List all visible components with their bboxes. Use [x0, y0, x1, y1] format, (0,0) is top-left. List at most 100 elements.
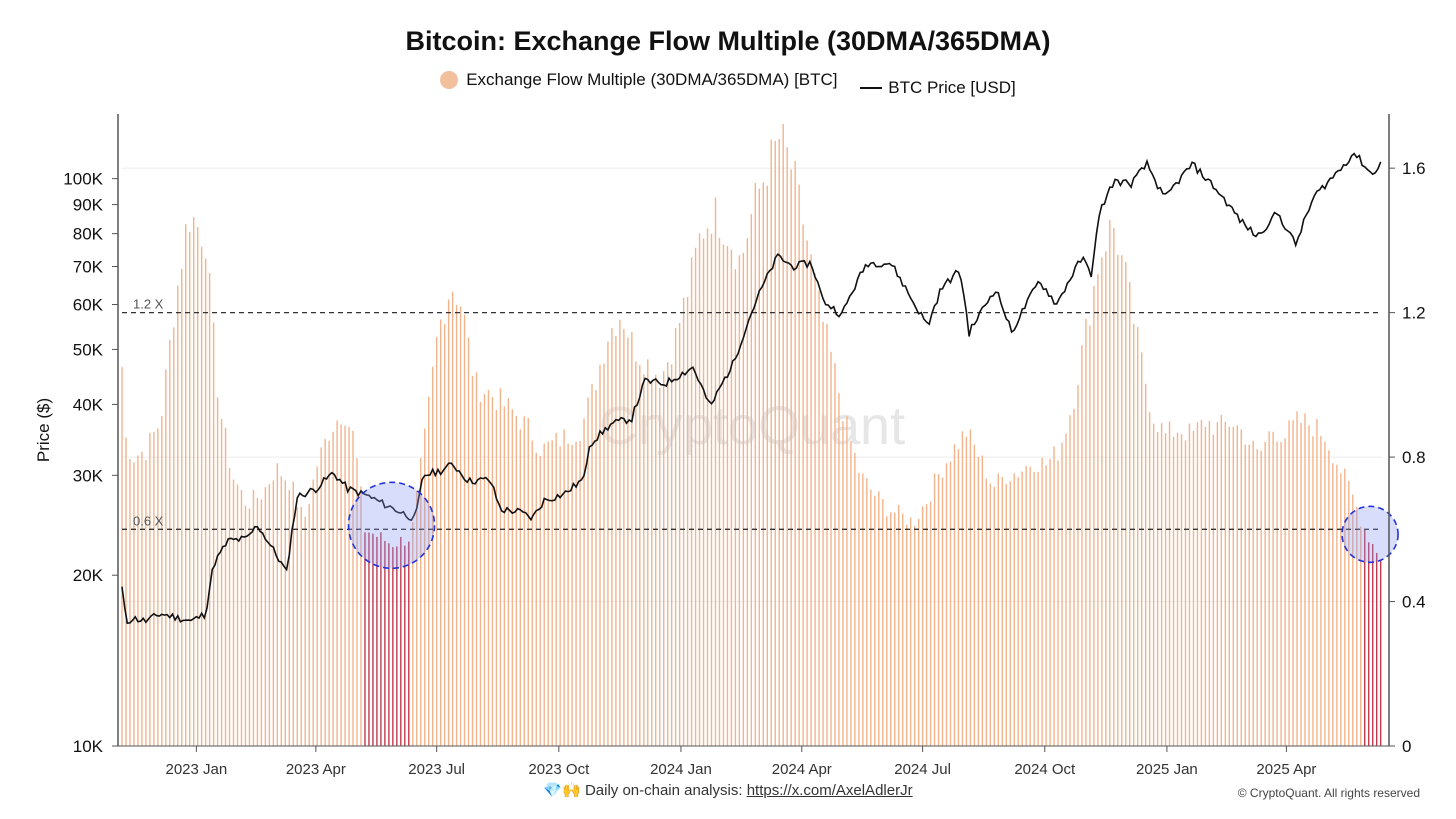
- bar: [264, 487, 267, 746]
- legend-item-btc-price[interactable]: BTC Price [USD]: [860, 78, 1016, 98]
- bar: [555, 432, 557, 746]
- bar: [1296, 411, 1298, 746]
- bar: [1268, 431, 1270, 746]
- bar: [189, 231, 191, 747]
- bar: [288, 489, 290, 746]
- bar: [1164, 433, 1167, 746]
- bar: [1300, 422, 1302, 746]
- right-axis-tick-label: 1.6: [1402, 159, 1426, 178]
- bar: [1220, 414, 1223, 746]
- legend-item-flow-multiple[interactable]: Exchange Flow Multiple (30DMA/365DMA) [B…: [440, 70, 838, 90]
- bar: [1260, 450, 1262, 746]
- bar: [1292, 420, 1294, 746]
- bar: [1276, 441, 1278, 746]
- left-axis-tick-label: 90K: [73, 196, 104, 215]
- bar: [296, 507, 298, 746]
- bar: [810, 254, 812, 746]
- bar: [583, 418, 585, 746]
- bar: [1240, 429, 1242, 746]
- bar: [308, 504, 310, 746]
- bar: [1200, 419, 1203, 746]
- highlight-circle: [347, 481, 436, 570]
- bar: [1180, 434, 1183, 746]
- x-axis-tick-label: 2025 Jan: [1136, 761, 1198, 778]
- bar: [416, 490, 418, 746]
- bar: [1065, 433, 1067, 746]
- bar: [1252, 440, 1254, 746]
- x-axis-tick-label: 2023 Jan: [165, 761, 227, 778]
- bar: [985, 478, 988, 746]
- bar: [694, 247, 697, 746]
- bar: [1140, 352, 1143, 746]
- bar: [280, 476, 283, 746]
- bar: [750, 214, 753, 746]
- bar: [236, 484, 239, 746]
- bar: [495, 409, 498, 746]
- bar: [200, 246, 203, 746]
- bar: [1248, 444, 1250, 746]
- bar: [746, 238, 749, 746]
- bar: [766, 185, 768, 746]
- bar: [153, 431, 155, 746]
- bar: [1308, 425, 1310, 746]
- bar: [886, 516, 888, 746]
- bar: [212, 322, 215, 746]
- bar: [1017, 477, 1019, 746]
- bar: [487, 389, 490, 746]
- bar: [1375, 552, 1378, 746]
- bar: [1045, 465, 1047, 746]
- bar: [344, 425, 346, 746]
- bar: [1288, 420, 1290, 746]
- bar: [177, 285, 179, 746]
- bar: [1033, 471, 1035, 746]
- bar: [619, 319, 621, 746]
- bar: [834, 363, 836, 746]
- right-axis-tick-label: 0.8: [1402, 448, 1426, 467]
- bar: [471, 376, 474, 746]
- bar: [475, 372, 478, 746]
- bar: [575, 441, 577, 746]
- bar: [929, 501, 932, 746]
- bar: [1236, 425, 1238, 746]
- bar: [1021, 471, 1023, 746]
- bar: [228, 467, 231, 746]
- left-axis-tick-label: 60K: [73, 296, 104, 315]
- footer-link-url[interactable]: https://x.com/AxelAdlerJr: [746, 782, 913, 799]
- left-axis-tick-label: 30K: [73, 466, 104, 485]
- bar: [1328, 450, 1330, 746]
- bar: [957, 449, 960, 746]
- bar: [690, 257, 693, 746]
- bar: [782, 124, 784, 746]
- bar: [611, 328, 613, 746]
- y-axis-label: Price ($): [34, 398, 53, 462]
- bar: [220, 418, 223, 746]
- bar: [332, 431, 334, 746]
- bar: [447, 299, 450, 746]
- bar: [917, 519, 920, 746]
- bar: [937, 474, 940, 746]
- bar: [762, 182, 764, 746]
- bar: [352, 430, 354, 746]
- bar: [400, 536, 402, 746]
- bar: [479, 401, 482, 746]
- bar: [874, 495, 876, 746]
- x-axis-tick-label: 2024 Apr: [772, 761, 832, 778]
- bar: [324, 438, 326, 746]
- footer-text: Daily on-chain analysis:: [584, 782, 743, 799]
- bar: [196, 227, 199, 747]
- bar: [1284, 438, 1286, 746]
- bar: [1057, 460, 1059, 746]
- line-series-btc-price: [121, 152, 1382, 625]
- bar: [392, 547, 394, 746]
- bar: [292, 481, 294, 746]
- bar: [499, 388, 502, 746]
- bar: [742, 252, 745, 746]
- bar: [659, 387, 661, 746]
- left-axis-tick-label: 20K: [73, 566, 104, 585]
- bar: [1212, 434, 1215, 746]
- bar: [240, 490, 243, 746]
- bar: [1224, 421, 1227, 746]
- right-axis-tick-label: 0.4: [1402, 593, 1426, 612]
- bar: [718, 237, 721, 746]
- bar: [491, 396, 494, 746]
